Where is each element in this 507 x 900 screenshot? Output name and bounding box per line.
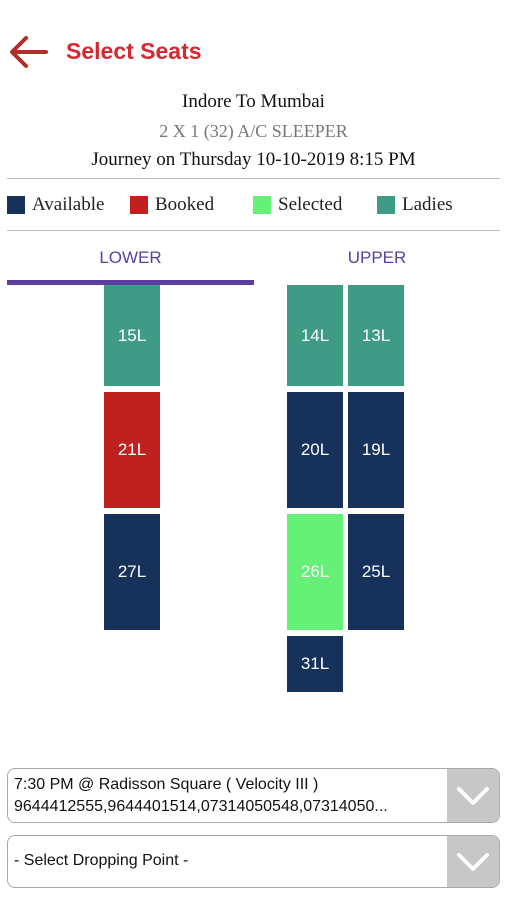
- dropping-dropdown-button[interactable]: [447, 836, 499, 887]
- seat-27L[interactable]: 27L: [104, 514, 160, 630]
- seat-26L[interactable]: 26L: [287, 514, 343, 630]
- available-swatch: [7, 196, 25, 214]
- legend-label: Booked: [155, 194, 215, 215]
- divider: [7, 178, 500, 179]
- active-tab-indicator: [7, 280, 254, 285]
- seat-21L[interactable]: 21L: [104, 392, 160, 508]
- seat-15L[interactable]: 15L: [104, 285, 160, 386]
- journey-text: Journey on Thursday 10-10-2019 8:15 PM: [91, 149, 416, 170]
- legend-available: Available: [7, 193, 104, 217]
- dropping-point-select[interactable]: - Select Dropping Point -: [7, 835, 500, 888]
- boarding-point-line2: 9644412555,9644401514,07314050548,073140…: [14, 798, 388, 815]
- tab-lower[interactable]: LOWER: [99, 248, 162, 267]
- back-arrow-icon[interactable]: [8, 34, 48, 70]
- booked-swatch: [130, 196, 148, 214]
- selected-swatch: [253, 196, 271, 214]
- legend-label: Selected: [278, 194, 343, 215]
- bus-type-text: 2 X 1 (32) A/C SLEEPER: [159, 121, 348, 141]
- chevron-down-icon: [457, 786, 489, 805]
- legend-label: Available: [32, 194, 105, 215]
- boarding-dropdown-button[interactable]: [447, 769, 499, 822]
- seat-13L[interactable]: 13L: [348, 285, 404, 386]
- seat-14L[interactable]: 14L: [287, 285, 343, 386]
- legend-label: Ladies: [402, 194, 453, 215]
- divider: [7, 230, 500, 231]
- tab-upper[interactable]: UPPER: [347, 248, 407, 267]
- legend-selected: Selected: [253, 193, 342, 217]
- legend-booked: Booked: [130, 193, 214, 217]
- header: Select Seats: [0, 0, 507, 100]
- seat-19L[interactable]: 19L: [348, 392, 404, 508]
- boarding-point-select[interactable]: 7:30 PM @ Radisson Square ( Velocity III…: [7, 768, 500, 823]
- page-title: Select Seats: [66, 38, 202, 64]
- seat-25L[interactable]: 25L: [348, 514, 404, 630]
- dropping-point-placeholder: - Select Dropping Point -: [14, 852, 189, 869]
- boarding-point-line1: 7:30 PM @ Radisson Square ( Velocity III…: [14, 776, 319, 793]
- ladies-swatch: [377, 196, 395, 214]
- legend-ladies: Ladies: [377, 193, 453, 217]
- seat-31L[interactable]: 31L: [287, 636, 343, 692]
- route-text: Indore To Mumbai: [182, 91, 325, 112]
- chevron-down-icon: [457, 852, 489, 871]
- seat-20L[interactable]: 20L: [287, 392, 343, 508]
